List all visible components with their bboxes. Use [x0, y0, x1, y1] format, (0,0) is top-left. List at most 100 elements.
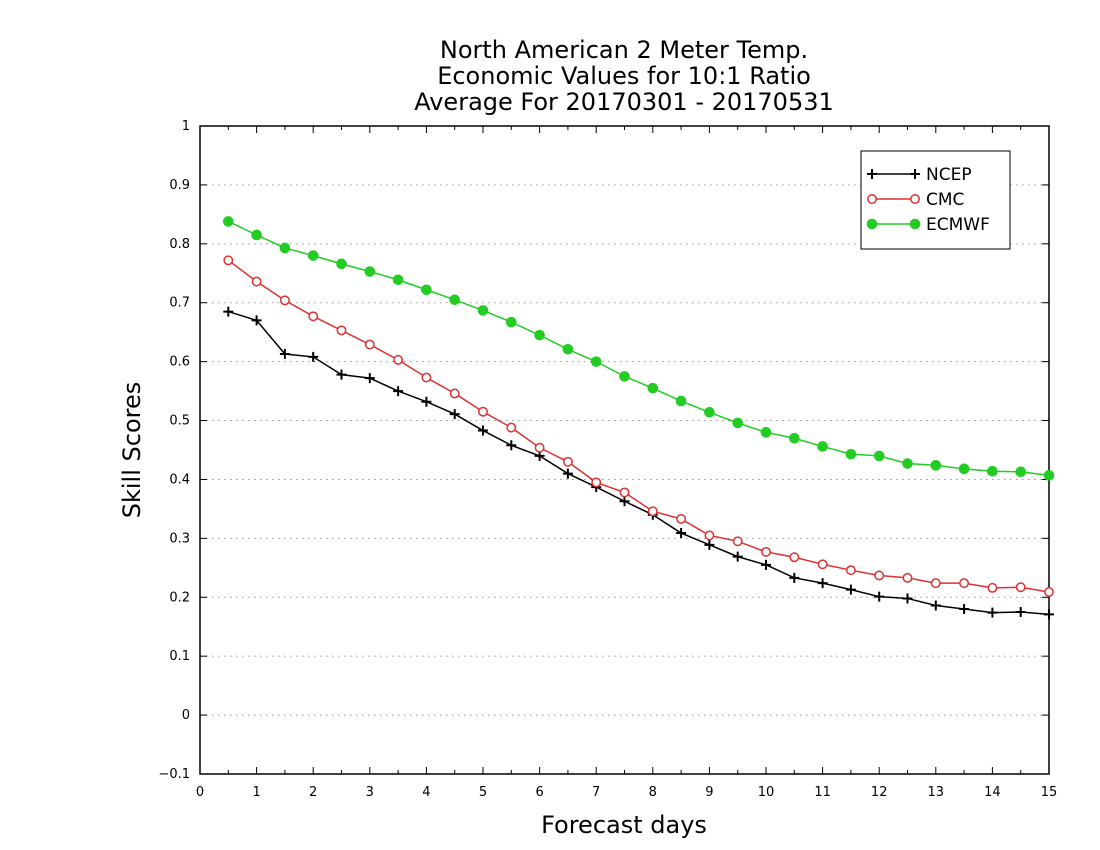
chart-title: North American 2 Meter Temp. Economic Va…	[414, 36, 834, 116]
data-point-cmc	[478, 406, 488, 417]
data-point-ncep	[223, 306, 234, 317]
grid-lines	[200, 184, 1049, 716]
data-point-ecmwf	[279, 242, 291, 254]
legend-item-cmc: CMC	[867, 190, 964, 210]
data-point-ecmwf	[251, 229, 262, 241]
chart-title-line-3: Average For 20170301 - 20170531	[414, 88, 834, 116]
legend-item-ecmwf: ECMWF	[866, 215, 990, 235]
data-point-ncep	[789, 572, 800, 583]
data-point-ecmwf	[704, 406, 715, 418]
series-ncep	[223, 306, 1054, 620]
data-point-ncep	[421, 396, 432, 407]
x-tick-label: 15	[1041, 785, 1058, 800]
data-point-ecmwf	[987, 465, 998, 477]
data-point-cmc	[421, 372, 432, 383]
legend-marker-ncep	[910, 169, 920, 179]
data-point-ecmwf	[590, 356, 602, 367]
y-tick-label: 0.7	[169, 296, 190, 311]
data-point-ncep	[930, 600, 941, 611]
data-point-ecmwf	[902, 458, 913, 469]
data-point-ncep	[251, 315, 262, 326]
data-point-ncep	[1044, 609, 1054, 620]
data-point-ncep	[478, 425, 488, 436]
x-tick-label: 4	[422, 785, 430, 800]
data-point-ncep	[959, 604, 970, 615]
x-tick-label: 9	[705, 785, 713, 800]
data-point-cmc	[591, 477, 602, 488]
data-point-cmc	[902, 572, 913, 583]
data-point-ecmwf	[392, 274, 404, 286]
legend-label-cmc: CMC	[926, 190, 964, 210]
legend-label-ncep: NCEP	[926, 165, 972, 185]
data-point-ncep	[393, 386, 404, 397]
data-point-cmc	[817, 559, 828, 570]
data-point-cmc	[336, 325, 347, 336]
chart-title-line-1: North American 2 Meter Temp.	[440, 36, 808, 64]
data-point-cmc	[393, 354, 404, 365]
data-point-ecmwf	[449, 294, 461, 306]
data-point-cmc	[930, 578, 941, 589]
data-point-ecmwf	[477, 305, 489, 316]
data-point-ncep	[902, 593, 913, 604]
data-point-cmc	[251, 276, 262, 287]
data-point-ncep	[704, 539, 715, 550]
data-point-cmc	[1044, 587, 1054, 597]
series-ecmwf	[223, 216, 1055, 481]
data-point-cmc	[534, 442, 545, 453]
series-line-cmc	[227, 259, 1050, 593]
y-tick-label: 0.6	[169, 355, 190, 370]
data-point-ncep	[562, 468, 573, 479]
y-tick-label: 0.9	[169, 178, 190, 193]
data-point-ecmwf	[647, 382, 659, 394]
x-tick-label: 3	[366, 785, 374, 800]
data-point-ecmwf	[1043, 470, 1055, 481]
legend: NCEP CMC ECMWF	[860, 150, 1011, 250]
x-tick-label: 6	[535, 785, 543, 800]
series-cmc	[223, 255, 1054, 597]
data-point-cmc	[987, 582, 998, 593]
data-point-cmc	[364, 339, 375, 350]
data-point-ecmwf	[845, 448, 857, 460]
data-point-ncep	[732, 551, 743, 562]
data-point-cmc	[279, 295, 290, 306]
legend-marker-ecmwf	[866, 218, 878, 230]
y-tick-label: 0.8	[169, 237, 190, 252]
data-point-ncep	[1015, 607, 1026, 617]
chart-title-line-2: Economic Values for 10:1 Ratio	[437, 62, 811, 90]
data-point-cmc	[761, 546, 771, 557]
data-point-ncep	[279, 348, 290, 359]
legend-marker-ncep	[867, 169, 877, 179]
x-tick-label: 5	[479, 785, 487, 800]
data-point-ecmwf	[336, 258, 347, 270]
y-tick-label: 0.1	[169, 649, 190, 664]
series-layer	[223, 216, 1055, 620]
x-tick-label: 1	[252, 785, 260, 800]
y-tick-label: 0.4	[169, 472, 190, 487]
x-axis-label: Forecast days	[541, 811, 707, 839]
data-point-ncep	[987, 607, 998, 618]
x-axis: 0 1 2 3 4 5 6 7 8 9 10 11 12 13 14 15	[196, 126, 1057, 800]
data-point-cmc	[223, 255, 234, 266]
legend-label-ecmwf: ECMWF	[926, 215, 990, 235]
x-tick-label: 8	[649, 785, 657, 800]
data-point-ncep	[817, 578, 828, 589]
data-point-cmc	[789, 552, 800, 563]
data-point-ecmwf	[506, 316, 517, 328]
data-point-ncep	[364, 373, 375, 384]
legend-marker-cmc	[910, 194, 920, 204]
data-point-ecmwf	[562, 343, 574, 355]
data-point-cmc	[449, 388, 460, 399]
x-tick-label: 7	[592, 785, 600, 800]
data-point-ncep	[308, 351, 319, 362]
data-point-ecmwf	[817, 441, 828, 452]
data-point-cmc	[647, 506, 658, 517]
data-point-ecmwf	[534, 329, 545, 341]
data-point-ncep	[676, 528, 687, 539]
data-point-cmc	[874, 570, 885, 581]
series-line-ecmwf	[227, 220, 1050, 477]
data-point-ncep	[619, 496, 630, 507]
data-point-ecmwf	[732, 417, 744, 429]
data-point-cmc	[506, 422, 517, 433]
data-point-ncep	[874, 591, 885, 602]
y-tick-label: 0.5	[169, 414, 190, 429]
